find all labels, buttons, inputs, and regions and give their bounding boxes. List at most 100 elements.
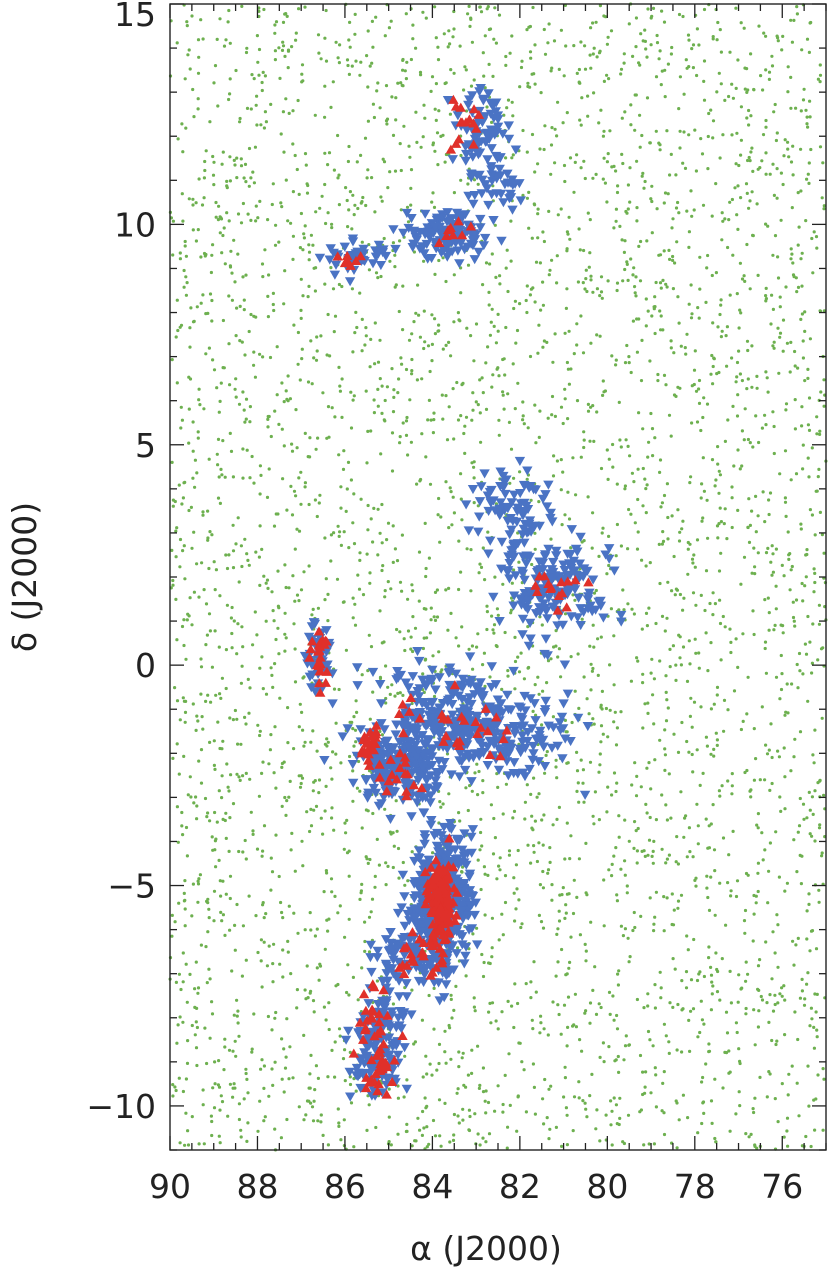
field-star-point — [537, 323, 541, 327]
field-star-point — [736, 393, 740, 397]
field-star-point — [747, 540, 752, 545]
field-star-point — [724, 923, 728, 927]
field-star-point — [732, 464, 736, 468]
field-star-point — [813, 1128, 817, 1132]
field-star-point — [190, 623, 194, 627]
field-star-point — [225, 211, 229, 215]
field-star-point — [183, 924, 187, 928]
field-star-point — [677, 12, 682, 17]
field-star-point — [181, 696, 185, 700]
field-star-point — [231, 1049, 235, 1053]
field-star-point — [183, 710, 188, 715]
field-star-point — [561, 421, 565, 426]
field-star-point — [290, 513, 295, 517]
field-star-point — [311, 999, 316, 1003]
field-star-point — [606, 477, 610, 481]
field-star-point — [337, 61, 341, 65]
field-star-point — [736, 227, 740, 231]
field-star-point — [244, 722, 248, 726]
field-star-point — [252, 314, 256, 318]
field-star-point — [589, 688, 593, 692]
field-star-point — [565, 821, 569, 825]
field-star-point — [210, 1000, 214, 1004]
field-star-point — [209, 270, 213, 275]
field-star-point — [422, 607, 426, 611]
field-star-point — [353, 602, 357, 606]
field-star-point — [525, 196, 530, 200]
field-star-point — [227, 1048, 232, 1052]
field-star-point — [472, 476, 476, 480]
field-star-point — [446, 45, 450, 49]
field-star-point — [757, 988, 761, 993]
field-star-point — [452, 1133, 456, 1137]
field-star-point — [775, 196, 779, 200]
field-star-point — [605, 448, 609, 452]
field-star-point — [659, 314, 663, 318]
field-star-point — [663, 68, 667, 72]
field-star-point — [689, 1009, 693, 1013]
field-star-point — [249, 312, 253, 317]
field-star-point — [601, 732, 605, 736]
field-star-point — [742, 26, 746, 30]
field-star-point — [368, 581, 372, 585]
field-star-point — [510, 100, 514, 104]
field-star-point — [649, 197, 653, 201]
field-star-point — [715, 90, 719, 94]
field-star-point — [284, 389, 288, 393]
field-star-point — [605, 73, 609, 77]
field-star-point — [687, 38, 691, 42]
field-star-point — [464, 786, 468, 790]
field-star-point — [184, 699, 188, 704]
field-star-point — [677, 539, 682, 543]
field-star-point — [220, 747, 224, 751]
field-star-point — [789, 769, 793, 773]
field-star-point — [451, 495, 455, 499]
field-star-point — [586, 402, 591, 406]
field-star-point — [308, 991, 312, 995]
field-star-point — [735, 360, 740, 365]
blue-triangle-point — [423, 856, 435, 866]
field-star-point — [654, 280, 658, 285]
field-star-point — [759, 994, 763, 999]
field-star-point — [439, 134, 443, 138]
field-star-point — [770, 64, 775, 68]
field-star-point — [292, 323, 296, 327]
field-star-point — [253, 610, 257, 614]
field-star-point — [577, 1096, 581, 1100]
field-star-point — [704, 300, 708, 304]
field-star-point — [695, 420, 700, 424]
field-star-point — [413, 1139, 417, 1143]
field-star-point — [232, 1082, 236, 1086]
field-star-point — [232, 619, 236, 623]
field-star-point — [547, 273, 551, 277]
field-star-point — [214, 568, 218, 572]
field-star-point — [303, 481, 307, 485]
field-star-point — [437, 1098, 442, 1102]
field-star-point — [241, 774, 245, 778]
field-star-point — [202, 196, 206, 200]
field-star-point — [663, 768, 667, 773]
field-star-point — [671, 957, 675, 961]
field-star-point — [426, 344, 431, 348]
field-star-point — [665, 896, 669, 900]
field-star-point — [686, 547, 690, 551]
field-star-point — [170, 460, 174, 464]
field-star-point — [709, 965, 713, 970]
field-star-point — [449, 68, 453, 72]
field-star-point — [432, 411, 436, 415]
field-star-point — [302, 232, 306, 236]
field-star-point — [281, 44, 286, 48]
field-star-point — [275, 345, 279, 349]
field-star-point — [627, 361, 631, 365]
field-star-point — [286, 741, 290, 745]
field-star-point — [809, 1006, 814, 1010]
field-star-point — [628, 200, 632, 204]
field-star-point — [513, 635, 517, 640]
field-star-point — [779, 809, 783, 814]
field-star-point — [461, 1107, 465, 1111]
field-star-point — [572, 1095, 577, 1099]
field-star-point — [755, 386, 759, 390]
field-star-point — [518, 302, 522, 306]
field-star-point — [796, 366, 800, 370]
field-star-point — [337, 365, 341, 369]
